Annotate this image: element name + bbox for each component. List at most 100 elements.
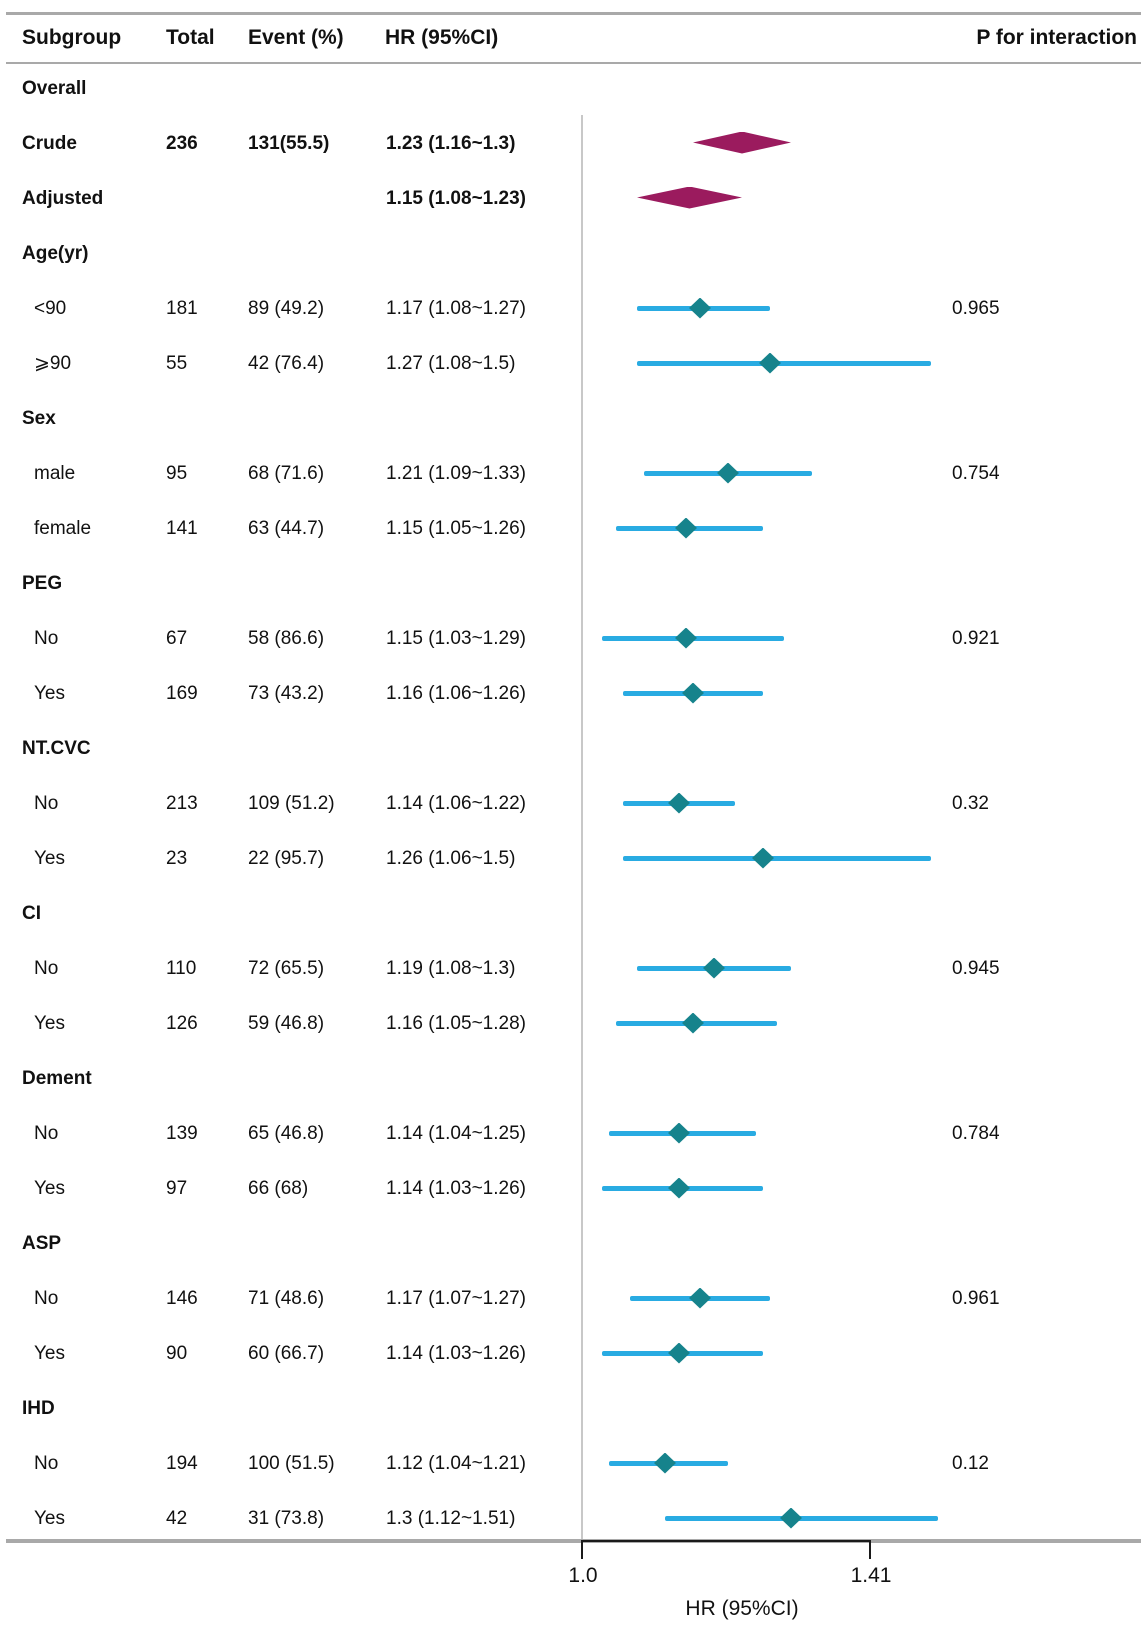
forest-row-crude: Crude 236 131(55.5) 1.23 (1.16~1.3) bbox=[0, 116, 1147, 171]
total-value: 110 bbox=[166, 957, 197, 979]
forest-row-dement: Dement bbox=[0, 1051, 1147, 1106]
p-interaction-value: 0.12 bbox=[952, 1452, 989, 1474]
subgroup-label: Dement bbox=[22, 1067, 92, 1089]
hr-ci-text: 1.17 (1.08~1.27) bbox=[386, 297, 526, 319]
event-pct-value: 89 (49.2) bbox=[248, 297, 325, 319]
event-pct-value: 71 (48.6) bbox=[248, 1287, 325, 1309]
forest-row-yes: Yes 23 22 (95.7) 1.26 (1.06~1.5) bbox=[0, 831, 1147, 886]
forest-row-peg: PEG bbox=[0, 556, 1147, 611]
subgroup-label: CI bbox=[22, 902, 41, 924]
hr-point-diamond bbox=[682, 1012, 704, 1034]
forest-row-yes: Yes 169 73 (43.2) 1.16 (1.06~1.26) bbox=[0, 666, 1147, 721]
event-pct-value: 68 (71.6) bbox=[248, 462, 325, 484]
subgroup-label: IHD bbox=[22, 1397, 55, 1419]
ci-line bbox=[623, 855, 931, 861]
hr-ci-text: 1.15 (1.05~1.26) bbox=[386, 517, 526, 539]
hr-point-diamond bbox=[668, 792, 690, 814]
col-header-event: Event (%) bbox=[248, 26, 344, 49]
x-axis-line bbox=[581, 1540, 871, 1542]
subgroup-label: Sex bbox=[22, 407, 56, 429]
hr-point-diamond bbox=[682, 682, 704, 704]
hr-ci-text: 1.16 (1.05~1.28) bbox=[386, 1012, 526, 1034]
hr-point-diamond bbox=[759, 352, 781, 374]
forest-row--90: <90 181 89 (49.2) 1.17 (1.08~1.27) 0.965 bbox=[0, 281, 1147, 336]
event-pct-value: 60 (66.7) bbox=[248, 1342, 325, 1364]
forest-row-no: No 67 58 (86.6) 1.15 (1.03~1.29) 0.921 bbox=[0, 611, 1147, 666]
subgroup-label: ⩾90 bbox=[34, 352, 72, 374]
hr-point-diamond bbox=[689, 1287, 711, 1309]
event-pct-value: 100 (51.5) bbox=[248, 1452, 335, 1474]
hr-point-diamond bbox=[703, 957, 725, 979]
bottom-rule bbox=[6, 1539, 1141, 1543]
hr-point-diamond bbox=[668, 1342, 690, 1364]
hr-point-diamond bbox=[689, 297, 711, 319]
subgroup-label: male bbox=[34, 462, 76, 484]
hr-ci-text: 1.16 (1.06~1.26) bbox=[386, 682, 526, 704]
hr-ci-text: 1.12 (1.04~1.21) bbox=[386, 1452, 526, 1474]
forest-row-yes: Yes 90 60 (66.7) 1.14 (1.03~1.26) bbox=[0, 1326, 1147, 1381]
event-pct-value: 31 (73.8) bbox=[248, 1507, 325, 1529]
forest-row--90: ⩾90 55 42 (76.4) 1.27 (1.08~1.5) bbox=[0, 336, 1147, 391]
total-value: 169 bbox=[166, 682, 198, 704]
forest-row-male: male 95 68 (71.6) 1.21 (1.09~1.33) 0.754 bbox=[0, 446, 1147, 501]
hr-ci-text: 1.19 (1.08~1.3) bbox=[386, 957, 516, 979]
col-header-p-interaction: P for interaction bbox=[976, 26, 1137, 49]
column-header-row: Subgroup Total Event (%) HR (95%CI) P fo… bbox=[0, 14, 1147, 62]
x-axis-tick-1.41 bbox=[869, 1540, 871, 1559]
total-value: 67 bbox=[166, 627, 188, 649]
hr-point-diamond bbox=[752, 847, 774, 869]
hr-point-diamond bbox=[675, 517, 697, 539]
event-pct-value: 63 (44.7) bbox=[248, 517, 325, 539]
total-value: 194 bbox=[166, 1452, 198, 1474]
hr-ci-text: 1.14 (1.04~1.25) bbox=[386, 1122, 526, 1144]
forest-row-no: No 110 72 (65.5) 1.19 (1.08~1.3) 0.945 bbox=[0, 941, 1147, 996]
overall-summary-diamond bbox=[637, 186, 742, 209]
reference-line-hr-1 bbox=[581, 115, 583, 1539]
x-tick-label-1.0: 1.0 bbox=[568, 1564, 598, 1587]
hr-ci-text: 1.15 (1.03~1.29) bbox=[386, 627, 526, 649]
hr-ci-text: 1.3 (1.12~1.51) bbox=[386, 1507, 516, 1529]
subgroup-label: No bbox=[34, 1287, 59, 1309]
hr-point-diamond bbox=[668, 1177, 690, 1199]
col-header-total: Total bbox=[166, 26, 215, 49]
top-rule bbox=[6, 12, 1141, 15]
forest-row-asp: ASP bbox=[0, 1216, 1147, 1271]
subgroup-label: Yes bbox=[34, 1012, 65, 1034]
hr-ci-text: 1.27 (1.08~1.5) bbox=[386, 352, 516, 374]
event-pct-value: 59 (46.8) bbox=[248, 1012, 325, 1034]
forest-row-nt-cvc: NT.CVC bbox=[0, 721, 1147, 776]
forest-row-ihd: IHD bbox=[0, 1381, 1147, 1436]
event-pct-value: 72 (65.5) bbox=[248, 957, 325, 979]
subgroup-label: Yes bbox=[34, 1342, 65, 1364]
forest-row-age-yr-: Age(yr) bbox=[0, 226, 1147, 281]
forest-row-ci: CI bbox=[0, 886, 1147, 941]
x-tick-label-1.41: 1.41 bbox=[850, 1564, 892, 1587]
hr-ci-text: 1.14 (1.03~1.26) bbox=[386, 1177, 526, 1199]
hr-ci-text: 1.21 (1.09~1.33) bbox=[386, 462, 526, 484]
subgroup-label: female bbox=[34, 517, 92, 539]
subgroup-label: No bbox=[34, 792, 59, 814]
total-value: 95 bbox=[166, 462, 188, 484]
x-axis-tick-1.0 bbox=[581, 1540, 583, 1559]
event-pct-value: 131(55.5) bbox=[248, 132, 330, 154]
forest-row-adjusted: Adjusted 1.15 (1.08~1.23) bbox=[0, 171, 1147, 226]
overall-summary-diamond bbox=[693, 131, 791, 154]
forest-row-yes: Yes 126 59 (46.8) 1.16 (1.05~1.28) bbox=[0, 996, 1147, 1051]
col-header-subgroup: Subgroup bbox=[22, 26, 122, 49]
subgroup-label: No bbox=[34, 1122, 59, 1144]
subgroup-label: Crude bbox=[22, 132, 77, 154]
x-axis-title: HR (95%CI) bbox=[685, 1597, 799, 1620]
total-value: 126 bbox=[166, 1012, 198, 1034]
hr-ci-text: 1.14 (1.06~1.22) bbox=[386, 792, 526, 814]
ci-line bbox=[637, 360, 931, 366]
hr-point-diamond bbox=[675, 627, 697, 649]
hr-point-diamond bbox=[780, 1507, 802, 1529]
subgroup-label: Adjusted bbox=[22, 187, 104, 209]
col-header-hr-ci: HR (95%CI) bbox=[385, 26, 499, 49]
subgroup-label: No bbox=[34, 957, 59, 979]
p-interaction-value: 0.32 bbox=[952, 792, 989, 814]
subgroup-label: Age(yr) bbox=[22, 242, 89, 264]
event-pct-value: 73 (43.2) bbox=[248, 682, 325, 704]
event-pct-value: 109 (51.2) bbox=[248, 792, 335, 814]
subgroup-label: PEG bbox=[22, 572, 63, 594]
